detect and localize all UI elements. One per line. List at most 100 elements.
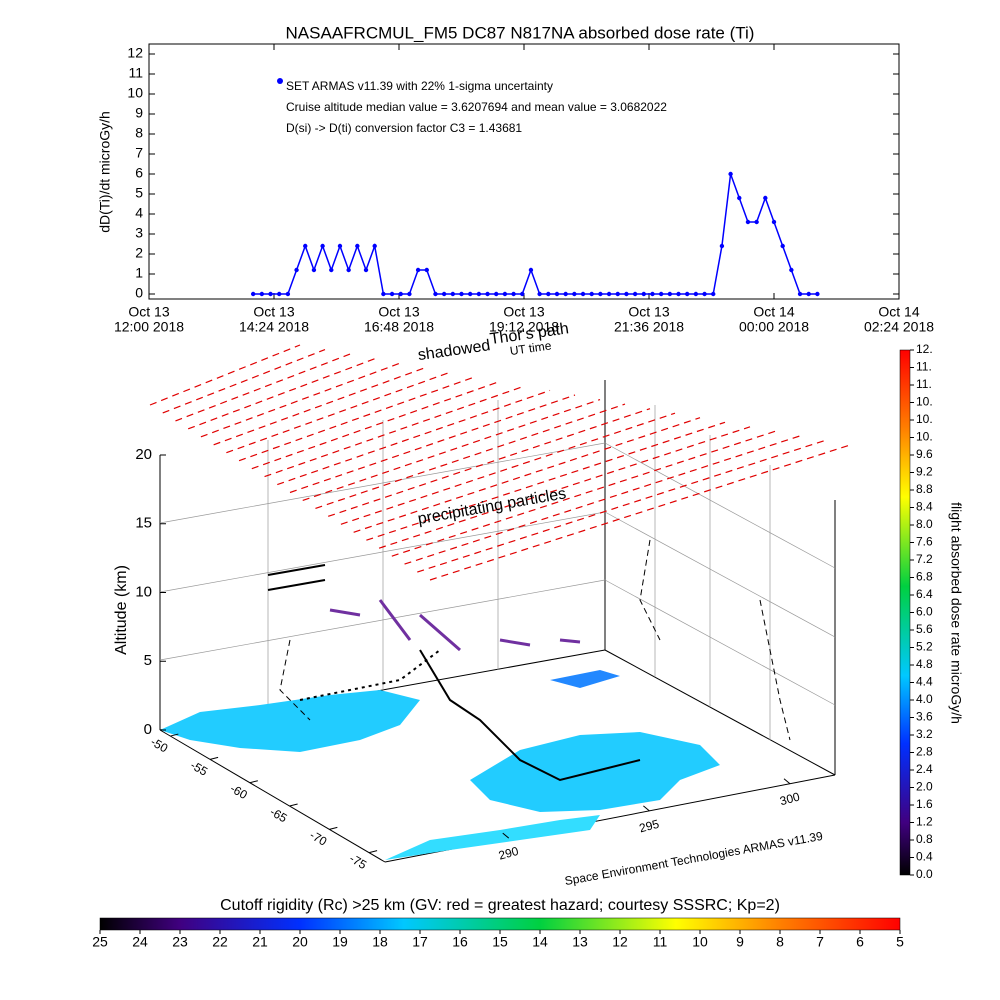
y-tick-label: 9 bbox=[135, 105, 143, 121]
y-tick-label: 7 bbox=[135, 145, 143, 161]
x-tick-label: 14:24 2018 bbox=[239, 319, 309, 335]
lat-tick-label: -70 bbox=[307, 828, 329, 849]
data-point bbox=[528, 267, 534, 273]
colorbar-tick-label: 3.6 bbox=[916, 710, 933, 724]
data-point bbox=[450, 291, 456, 297]
plane-row bbox=[264, 385, 526, 478]
data-point bbox=[797, 291, 803, 297]
lat-tick bbox=[170, 733, 179, 737]
colorbar-tick-label: 9.2 bbox=[916, 465, 933, 479]
data-point bbox=[363, 267, 369, 273]
data-point bbox=[467, 291, 473, 297]
data-point bbox=[728, 171, 733, 177]
data-point bbox=[268, 291, 273, 297]
data-point bbox=[632, 291, 638, 297]
credit: Space Environment Technologies ARMAS v11… bbox=[564, 829, 824, 888]
data-point bbox=[693, 291, 699, 297]
data-point bbox=[684, 291, 690, 297]
colorbar-tick-label: 6.4 bbox=[916, 587, 933, 601]
data-point bbox=[259, 291, 265, 297]
y-tick-label: 8 bbox=[135, 125, 143, 141]
x-tick-label: 02:24 2018 bbox=[864, 319, 934, 335]
lat-tick bbox=[329, 826, 338, 830]
colorbar-tick-label: 1.2 bbox=[916, 815, 933, 829]
y-axis-label: dD(Ti)/dt microGy/h bbox=[97, 111, 113, 233]
colorbar-label: flight absorbed dose rate microGy/h bbox=[948, 502, 964, 724]
data-point bbox=[658, 291, 664, 297]
y-tick-label: 10 bbox=[127, 85, 143, 101]
lon-tick-label: 290 bbox=[497, 844, 520, 863]
colorbar-tick-label: 11 bbox=[653, 934, 668, 950]
data-point bbox=[815, 291, 820, 297]
colorbar-tick-label: 10. bbox=[916, 395, 933, 409]
colorbar-tick-label: 2.0 bbox=[916, 780, 933, 794]
z-tick-label: 15 bbox=[135, 515, 152, 532]
lon-tick bbox=[502, 832, 510, 839]
data-point bbox=[355, 243, 360, 249]
particle-plane bbox=[149, 344, 851, 581]
x-tick-label: Oct 14 bbox=[753, 304, 794, 320]
x-tick-label: 19:12 2018 bbox=[489, 319, 559, 335]
data-point bbox=[676, 291, 681, 297]
lat-tick-label: -65 bbox=[267, 805, 289, 826]
colorbar-tick-label: 5.6 bbox=[916, 622, 933, 636]
colorbar-tick-label: 6.0 bbox=[916, 605, 933, 619]
chart-title: NASAAFRCMUL_FM5 DC87 N817NA absorbed dos… bbox=[286, 23, 755, 42]
data-point bbox=[537, 291, 542, 297]
colorbar-tick-label: 0.4 bbox=[916, 850, 933, 864]
z-tick-label: 20 bbox=[135, 446, 152, 463]
plane-row bbox=[315, 403, 626, 509]
colorbar-tick-label: 8.8 bbox=[916, 482, 933, 496]
x-tick-label: Oct 13 bbox=[628, 304, 669, 320]
data-point bbox=[381, 291, 386, 297]
plane-row bbox=[340, 412, 676, 525]
data-point bbox=[320, 243, 325, 249]
plane-row bbox=[213, 367, 426, 446]
lat-tick bbox=[209, 756, 219, 760]
plane-row bbox=[353, 417, 701, 533]
data-point bbox=[572, 291, 577, 297]
data-point bbox=[250, 291, 256, 297]
data-point bbox=[546, 291, 551, 297]
colorbar-tick-label: 22 bbox=[212, 934, 228, 950]
data-point bbox=[580, 291, 586, 297]
colorbar-tick-label: 7 bbox=[816, 934, 824, 950]
colorbar-tick-label: 6 bbox=[856, 934, 864, 950]
plane-row bbox=[149, 344, 301, 406]
annotation: D(si) -> D(ti) conversion factor C3 = 1.… bbox=[286, 121, 522, 135]
plot-label: UT time bbox=[509, 338, 553, 358]
x-tick-label: Oct 13 bbox=[128, 304, 169, 320]
data-point bbox=[433, 291, 438, 297]
z-tick-label: 0 bbox=[144, 721, 152, 738]
x-tick-label: Oct 14 bbox=[878, 304, 919, 320]
data-point bbox=[424, 267, 429, 273]
data-line bbox=[253, 173, 818, 295]
colorbar-tick-label: 15 bbox=[492, 934, 508, 950]
data-point bbox=[606, 291, 612, 297]
annotation: SET ARMAS v11.39 with 22% 1-sigma uncert… bbox=[286, 79, 553, 93]
colorbar-tick-label: 0.0 bbox=[916, 867, 933, 881]
lat-tick bbox=[249, 780, 258, 784]
data-point bbox=[494, 291, 499, 297]
data-point bbox=[502, 291, 508, 297]
z-tick-label: 5 bbox=[144, 652, 152, 669]
plane-row bbox=[391, 430, 776, 557]
data-point bbox=[702, 291, 707, 297]
data-point bbox=[763, 195, 768, 201]
data-point bbox=[771, 219, 777, 225]
plane-row bbox=[366, 421, 726, 541]
plane-row bbox=[378, 426, 751, 549]
data-point bbox=[563, 291, 568, 297]
lon-tick-label: 295 bbox=[638, 817, 661, 836]
z-axis-label: Altitude (km) bbox=[113, 565, 130, 655]
colorbar-dose bbox=[899, 349, 911, 876]
plane-row bbox=[187, 358, 376, 430]
legend-marker bbox=[277, 78, 283, 84]
colorbar-tick-label: 16 bbox=[452, 934, 468, 950]
data-point bbox=[372, 243, 377, 249]
plot-label: shadowed bbox=[417, 337, 492, 364]
data-point bbox=[485, 291, 490, 297]
track-shadow bbox=[279, 539, 791, 741]
plane-row bbox=[289, 394, 576, 494]
